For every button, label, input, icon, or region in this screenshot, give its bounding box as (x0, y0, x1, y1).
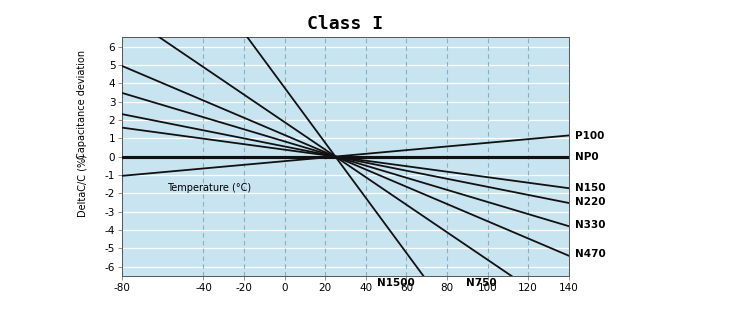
Text: P100: P100 (575, 131, 604, 141)
Title: Class I: Class I (307, 15, 384, 33)
Text: N330: N330 (575, 220, 605, 230)
Text: NP0: NP0 (575, 152, 599, 162)
Text: N750: N750 (466, 278, 497, 288)
Text: N220: N220 (575, 198, 605, 208)
Text: N150: N150 (575, 183, 605, 193)
Text: N470: N470 (575, 249, 605, 259)
Text: N1500: N1500 (378, 278, 415, 288)
Text: Temperature (°C): Temperature (°C) (167, 183, 251, 193)
Text: Capacitance deviation: Capacitance deviation (77, 50, 87, 159)
Text: DeltaC/C (%): DeltaC/C (%) (77, 154, 87, 217)
